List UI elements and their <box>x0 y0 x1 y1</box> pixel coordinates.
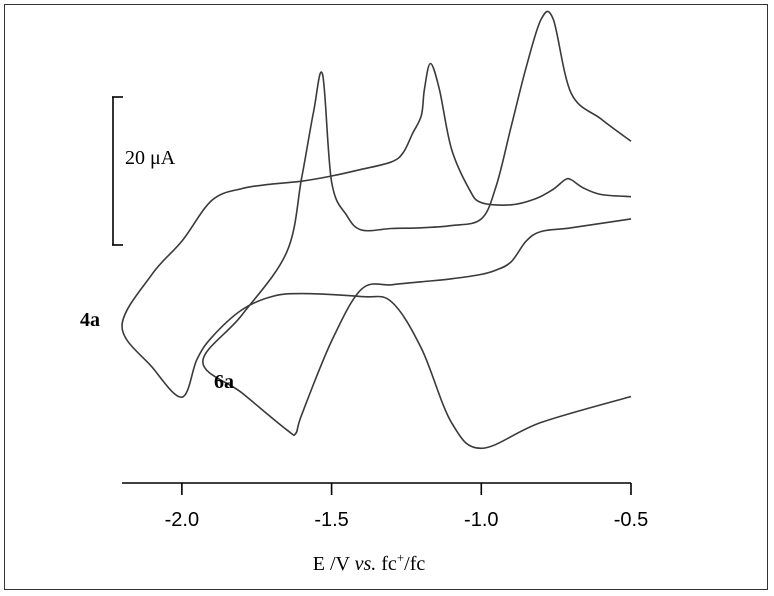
x-tick-label: -1.0 <box>464 509 498 531</box>
series-line-4a <box>121 62 632 450</box>
curves-group <box>121 10 632 450</box>
x-axis-title-superscript: + <box>397 550 404 565</box>
x-axis-title-prefix: E /V <box>313 553 355 575</box>
x-tick-label: -1.5 <box>314 509 348 531</box>
x-axis-title: E /V vs. fc+/fc <box>313 550 426 575</box>
x-tick-label: -2.0 <box>165 509 199 531</box>
x-ticks-group: -2.0 -1.5 -1.0 -0.5 <box>165 483 648 531</box>
scale-bar-label: 20 μA <box>125 147 176 169</box>
x-axis-title-italic: vs. <box>355 553 377 575</box>
chart-frame: -2.0 -1.5 -1.0 -0.5 E /V vs. fc+/fc 20 μA 4… <box>4 4 768 590</box>
x-axis-title-middle: fc <box>376 553 397 575</box>
current-scale-bar: 20 μA <box>112 96 176 246</box>
x-tick-label: -0.5 <box>614 509 648 531</box>
x-axis-title-suffix: /fc <box>404 553 425 575</box>
series-line-6a <box>202 10 632 437</box>
cyclic-voltammogram-chart: -2.0 -1.5 -1.0 -0.5 E /V vs. fc+/fc 20 μA 4… <box>80 10 648 575</box>
series-label-4a: 4a <box>80 309 100 331</box>
series-label-6a: 6a <box>214 371 234 393</box>
